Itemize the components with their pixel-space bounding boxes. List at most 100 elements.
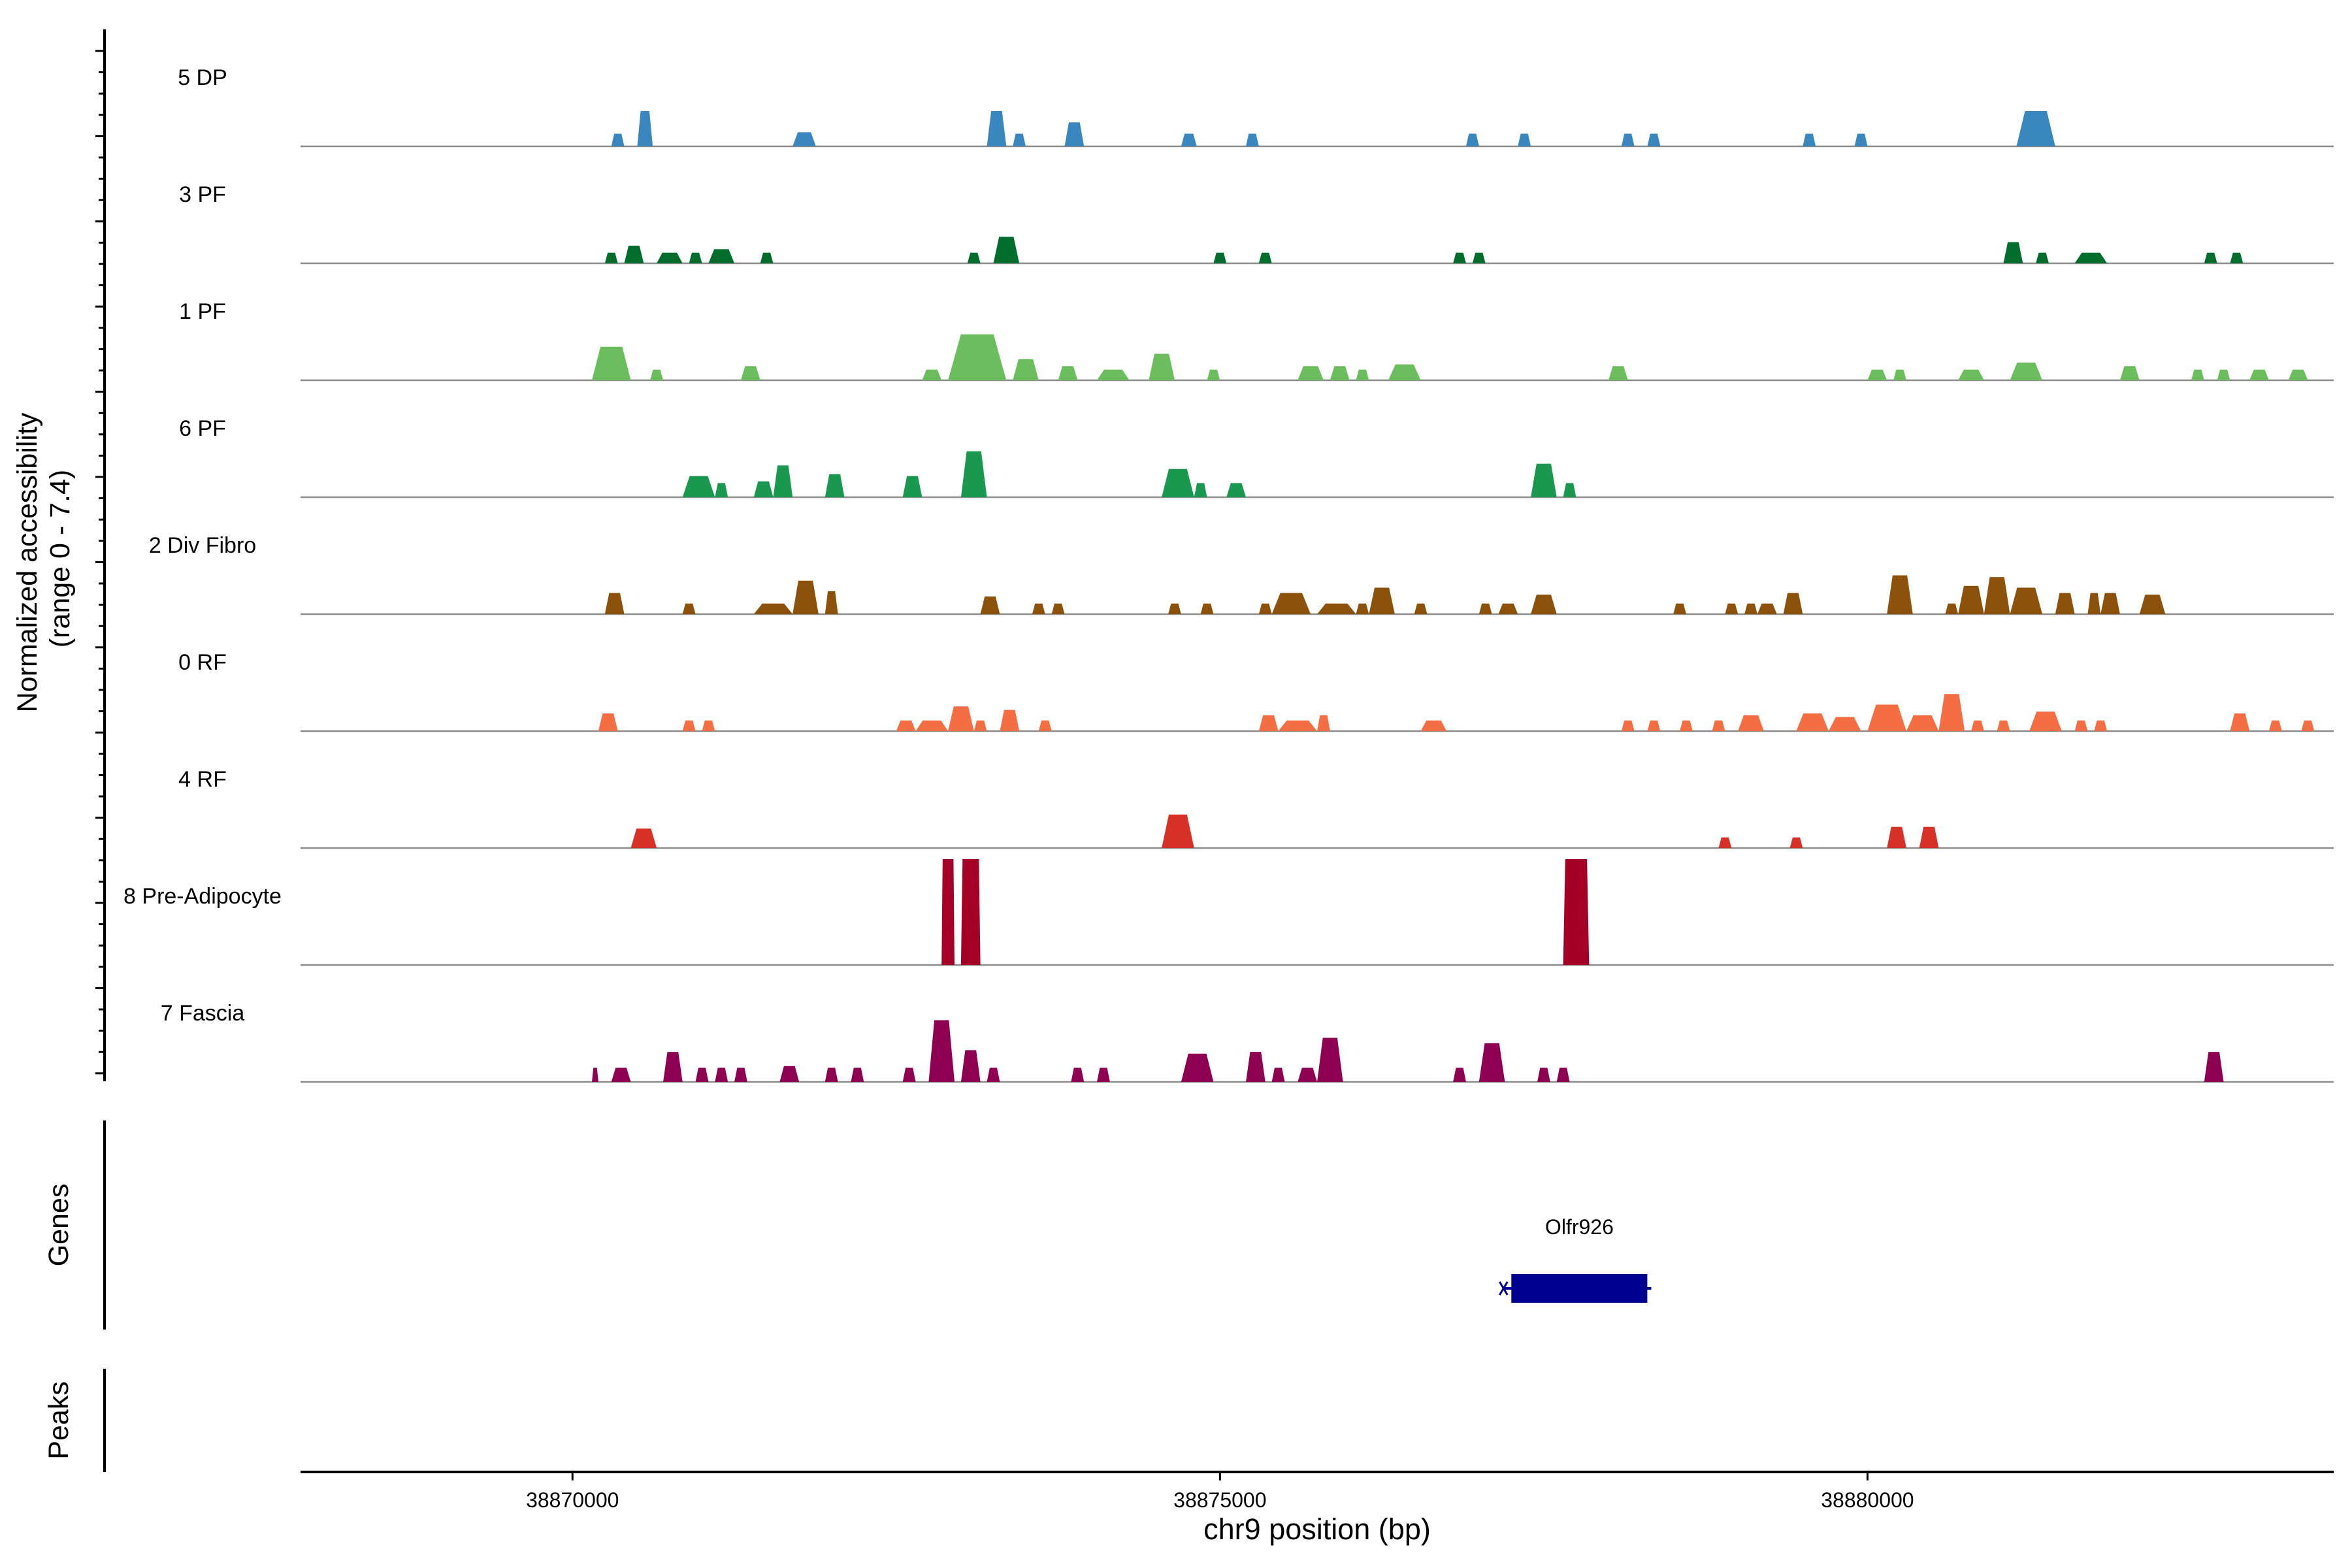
accessibility-peak xyxy=(682,720,696,731)
accessibility-peak xyxy=(1271,1068,1285,1082)
accessibility-peak xyxy=(773,465,793,497)
accessibility-peak xyxy=(1317,715,1330,731)
accessibility-peak xyxy=(1738,715,1764,731)
accessibility-peak xyxy=(1414,603,1428,614)
track-label: 3 PF xyxy=(179,182,226,207)
accessibility-peak xyxy=(1330,366,1350,380)
accessibility-peak xyxy=(1803,133,1816,146)
accessibility-peak xyxy=(1531,463,1557,497)
track-5: 2 Div Fibro xyxy=(149,533,2334,615)
track-label: 2 Div Fibro xyxy=(149,533,256,558)
accessibility-peak xyxy=(1783,593,1803,614)
accessibility-peak xyxy=(2074,252,2108,263)
accessibility-peak xyxy=(2230,713,2250,731)
accessibility-peak xyxy=(948,706,974,731)
accessibility-peak xyxy=(2036,252,2049,263)
accessibility-peak xyxy=(1531,595,1557,614)
y-axis-label-line2: (range 0 - 7.4) xyxy=(44,470,76,647)
accessibility-peak xyxy=(1725,603,1739,614)
accessibility-peak xyxy=(663,1052,683,1082)
accessibility-peak xyxy=(792,580,819,614)
accessibility-peak xyxy=(2016,111,2055,146)
x-tick-label: 38875000 xyxy=(1173,1488,1266,1512)
accessibility-peak xyxy=(993,237,1020,263)
accessibility-peak xyxy=(1038,720,1052,731)
accessibility-peak xyxy=(1744,603,1757,614)
accessibility-peak xyxy=(1958,369,1984,380)
accessibility-peak xyxy=(1032,603,1045,614)
accessibility-peak xyxy=(902,476,923,497)
accessibility-peak xyxy=(1673,603,1686,614)
accessibility-peak xyxy=(1149,353,1175,380)
accessibility-peak xyxy=(1887,826,1906,848)
accessibility-peak xyxy=(1958,585,1984,614)
accessibility-peak xyxy=(1919,826,1939,848)
accessibility-peak xyxy=(2301,720,2315,731)
accessibility-peak xyxy=(1226,483,1246,497)
accessibility-peak xyxy=(1465,133,1479,146)
accessibility-peak xyxy=(1893,369,1906,380)
accessibility-peak xyxy=(2204,252,2217,263)
accessibility-peak xyxy=(1757,603,1777,614)
accessibility-peak xyxy=(1200,603,1214,614)
accessibility-peak xyxy=(1621,133,1635,146)
accessibility-peak xyxy=(941,859,955,965)
accessibility-peak xyxy=(2003,242,2023,263)
accessibility-peak xyxy=(1356,369,1369,380)
accessibility-peak xyxy=(2217,369,2230,380)
accessibility-peak xyxy=(1388,364,1421,380)
accessibility-peak xyxy=(1537,1068,1550,1082)
accessibility-peak xyxy=(592,1068,598,1082)
accessibility-peak xyxy=(1887,575,1913,614)
accessibility-peak xyxy=(611,133,625,146)
accessibility-peak xyxy=(1071,1068,1085,1082)
track-label: 6 PF xyxy=(179,416,226,441)
accessibility-peak xyxy=(1064,122,1085,146)
accessibility-peak xyxy=(2010,587,2042,614)
accessibility-peak xyxy=(637,111,653,146)
x-tick-label: 38880000 xyxy=(1821,1488,1914,1512)
peaks-panel-label: Peaks xyxy=(43,1381,74,1460)
accessibility-peak xyxy=(825,591,838,614)
accessibility-peak xyxy=(973,720,987,731)
accessibility-peak xyxy=(1317,603,1356,614)
accessibility-peak xyxy=(987,111,1007,146)
accessibility-peak xyxy=(715,483,728,497)
accessibility-peak xyxy=(1278,720,1317,731)
accessibility-peak xyxy=(851,1068,864,1082)
track-label: 4 RF xyxy=(178,767,227,792)
accessibility-peak xyxy=(902,1068,916,1082)
gene-strand-arrow xyxy=(1499,1281,1509,1296)
accessibility-peak xyxy=(1621,720,1635,731)
track-6: 0 RF xyxy=(178,650,2334,732)
accessibility-peak xyxy=(1298,366,1324,380)
accessibility-peak xyxy=(825,474,845,497)
x-axis-label: chr9 position (bp) xyxy=(1203,1512,1431,1546)
accessibility-peak xyxy=(1867,704,1906,731)
accessibility-peak xyxy=(2249,369,2269,380)
accessibility-peak xyxy=(657,252,683,263)
accessibility-peak xyxy=(2055,593,2075,614)
x-axis: 38870000 38875000 38880000 xyxy=(301,1471,2334,1512)
accessibility-peak xyxy=(1194,483,1207,497)
accessibility-peak xyxy=(650,369,663,380)
accessibility-peak xyxy=(2139,595,2166,614)
track-2: 3 PF xyxy=(179,182,2334,265)
accessibility-peak xyxy=(760,252,774,263)
accessibility-peak xyxy=(2230,252,2244,263)
track-label: 7 Fascia xyxy=(161,1001,245,1026)
accessibility-peak xyxy=(1369,587,1395,614)
accessibility-peak xyxy=(1051,603,1065,614)
accessibility-peak xyxy=(1563,483,1576,497)
accessibility-peak xyxy=(1181,1053,1214,1082)
accessibility-peak xyxy=(967,252,981,263)
accessibility-peak xyxy=(1258,252,1272,263)
accessibility-peak xyxy=(1498,603,1518,614)
track-1: 5 DP xyxy=(178,65,2334,148)
accessibility-peak xyxy=(1162,814,1194,848)
track-8: 8 Pre-Adipocyte xyxy=(123,859,2334,966)
accessibility-peak xyxy=(1207,369,1220,380)
accessibility-peak xyxy=(1013,133,1026,146)
accessibility-peak xyxy=(825,1068,838,1082)
accessibility-peak xyxy=(2087,593,2101,614)
